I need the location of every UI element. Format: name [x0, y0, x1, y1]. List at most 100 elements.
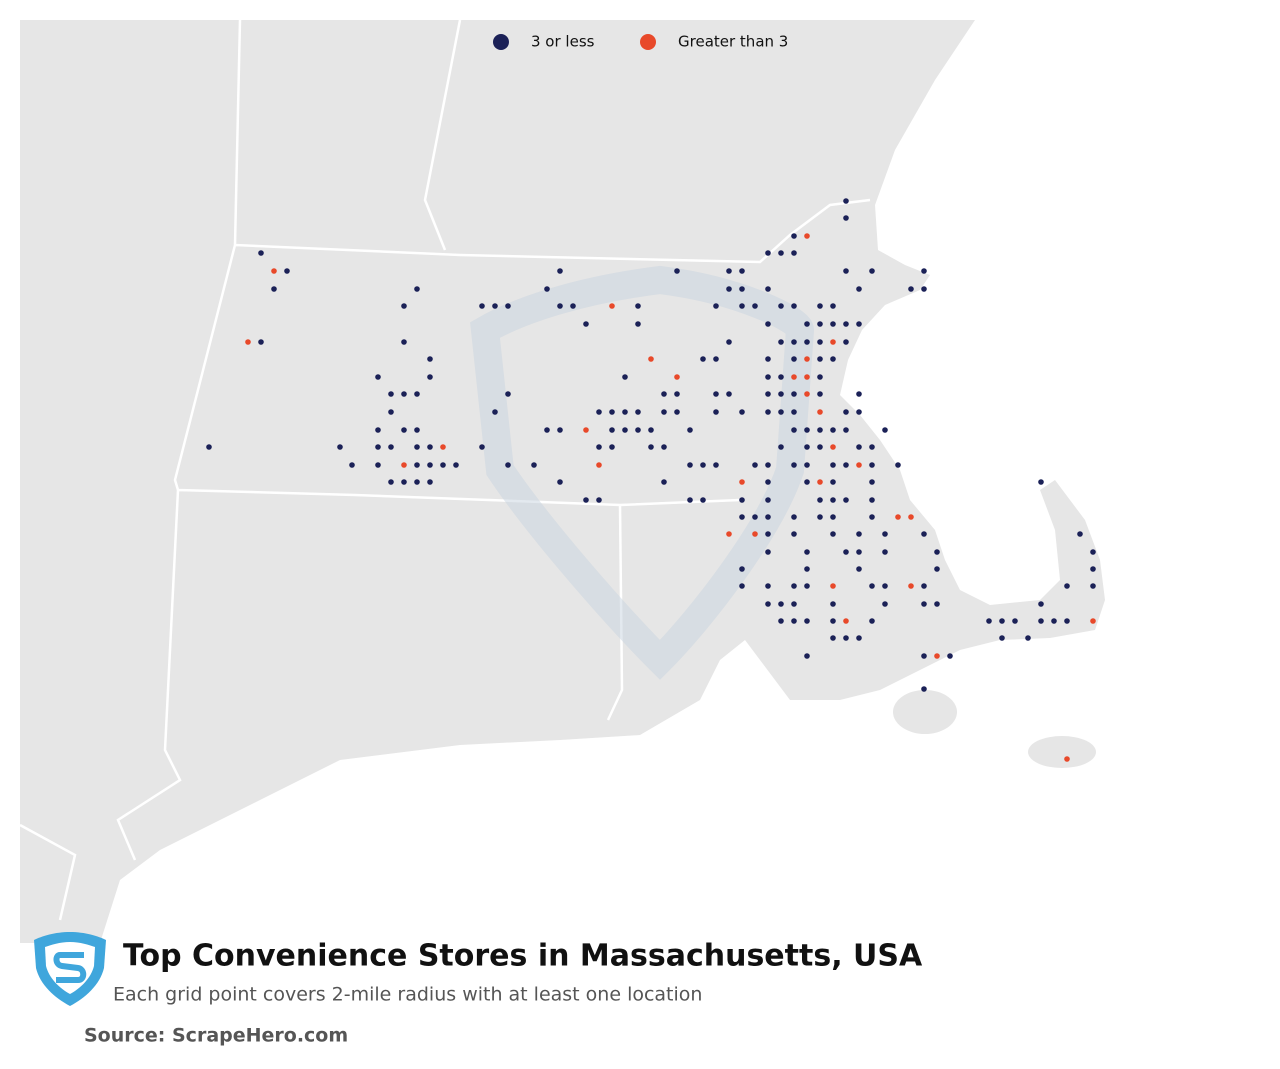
grid-point [869, 583, 875, 589]
grid-point [791, 356, 797, 362]
grid-point [739, 583, 745, 589]
grid-point [726, 531, 732, 537]
grid-point [635, 427, 641, 433]
grid-point [427, 444, 433, 450]
grid-point [778, 409, 784, 415]
grid-points [206, 198, 1096, 762]
grid-point [856, 409, 862, 415]
grid-point [609, 409, 615, 415]
grid-point [804, 444, 810, 450]
grid-point [895, 514, 901, 520]
grid-point [609, 427, 615, 433]
grid-point [843, 635, 849, 641]
grid-point [804, 566, 810, 572]
grid-point [531, 462, 537, 468]
grid-point [388, 409, 394, 415]
grid-point [791, 514, 797, 520]
grid-point [635, 409, 641, 415]
grid-point [765, 356, 771, 362]
grid-point [414, 427, 420, 433]
grid-point [765, 497, 771, 503]
grid-point [739, 409, 745, 415]
grid-point [427, 479, 433, 485]
grid-point [869, 268, 875, 274]
grid-point [271, 268, 277, 274]
grid-point [804, 583, 810, 589]
grid-point [986, 618, 992, 624]
grid-point [843, 339, 849, 345]
grid-point [830, 601, 836, 607]
grid-point [791, 618, 797, 624]
grid-point [622, 427, 628, 433]
grid-point [921, 583, 927, 589]
grid-point [1038, 479, 1044, 485]
grid-point [869, 514, 875, 520]
grid-point [375, 444, 381, 450]
grid-point [635, 321, 641, 327]
grid-point [804, 427, 810, 433]
grid-point [414, 479, 420, 485]
grid-point [791, 233, 797, 239]
grid-point [401, 462, 407, 468]
grid-point [804, 233, 810, 239]
grid-point [817, 356, 823, 362]
grid-point [388, 391, 394, 397]
grid-point [726, 339, 732, 345]
grid-point [817, 497, 823, 503]
grid-point [713, 303, 719, 309]
grid-point [765, 549, 771, 555]
grid-point [817, 427, 823, 433]
grid-point [674, 374, 680, 380]
grid-point [648, 427, 654, 433]
grid-point [687, 497, 693, 503]
grid-point [934, 653, 940, 659]
grid-point [843, 409, 849, 415]
grid-point [791, 391, 797, 397]
island [1028, 736, 1096, 768]
grid-point [817, 479, 823, 485]
grid-point [908, 286, 914, 292]
grid-point [1012, 618, 1018, 624]
grid-point [882, 601, 888, 607]
grid-point [895, 462, 901, 468]
grid-point [661, 479, 667, 485]
grid-point [830, 444, 836, 450]
grid-point [804, 479, 810, 485]
map [0, 19, 1280, 1069]
grid-point [492, 409, 498, 415]
grid-point [882, 427, 888, 433]
grid-point [778, 391, 784, 397]
grid-point [765, 601, 771, 607]
grid-point [934, 549, 940, 555]
grid-point [765, 250, 771, 256]
grid-point [596, 409, 602, 415]
grid-point [830, 497, 836, 503]
grid-point [778, 374, 784, 380]
grid-point [830, 583, 836, 589]
grid-point [583, 321, 589, 327]
grid-point [1051, 618, 1057, 624]
grid-point [557, 427, 563, 433]
grid-point [622, 409, 628, 415]
grid-point [1077, 531, 1083, 537]
grid-point [856, 444, 862, 450]
grid-point [609, 303, 615, 309]
legend-label: Greater than 3 [678, 33, 788, 51]
grid-point [726, 391, 732, 397]
grid-point [284, 268, 290, 274]
grid-point [830, 618, 836, 624]
source: Source: ScrapeHero.com [84, 1025, 348, 1047]
grid-point [804, 321, 810, 327]
grid-point [622, 374, 628, 380]
grid-point [921, 653, 927, 659]
grid-point [830, 531, 836, 537]
grid-point [700, 356, 706, 362]
grid-point [765, 391, 771, 397]
grid-point [856, 321, 862, 327]
grid-point [375, 427, 381, 433]
grid-point [544, 427, 550, 433]
grid-point [843, 321, 849, 327]
island [893, 690, 957, 734]
grid-point [427, 462, 433, 468]
